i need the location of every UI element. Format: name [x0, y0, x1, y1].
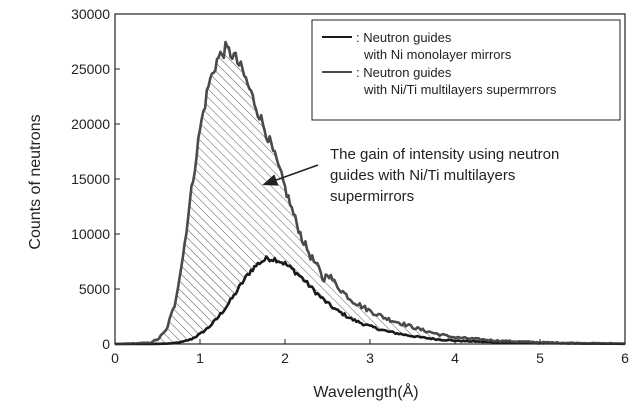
- x-tick-label: 2: [281, 350, 289, 366]
- x-axis-title: Wavelength(Å): [313, 382, 418, 401]
- y-tick-label: 5000: [79, 281, 110, 297]
- y-tick-label: 30000: [71, 6, 110, 22]
- x-tick-label: 0: [111, 350, 119, 366]
- gain-shaded-region: [115, 42, 625, 344]
- legend-label-ni-monolayer-line1: : Neutron guides: [356, 30, 452, 45]
- y-axis: 0 5000 10000 15000 20000 25000 30000: [71, 6, 120, 352]
- legend-label-ni-monolayer-line2: with Ni monolayer mirrors: [363, 47, 512, 62]
- x-tick-label: 4: [451, 350, 459, 366]
- annotation-text-line3: supermirrors: [330, 188, 414, 205]
- x-tick-label: 3: [366, 350, 374, 366]
- x-tick-label: 1: [196, 350, 204, 366]
- gain-annotation: The gain of intensity using neutron guid…: [262, 146, 559, 205]
- y-tick-label: 20000: [71, 116, 110, 132]
- y-axis-title: Counts of neutrons: [27, 114, 44, 249]
- y-tick-label: 10000: [71, 226, 110, 242]
- y-tick-label: 25000: [71, 61, 110, 77]
- annotation-text-line1: The gain of intensity using neutron: [330, 146, 559, 163]
- annotation-text-line2: guides with Ni/Ti multilayers: [330, 167, 515, 184]
- legend-label-niti-multilayer-line1: : Neutron guides: [356, 65, 452, 80]
- y-tick-label: 15000: [71, 171, 110, 187]
- legend-box: [311, 19, 621, 121]
- x-axis: 0 1 2 3 4 5 6: [111, 339, 629, 366]
- annotation-arrow: [262, 164, 319, 186]
- x-tick-label: 5: [536, 350, 544, 366]
- x-tick-label: 6: [621, 350, 629, 366]
- legend-label-niti-multilayer-line2: with Ni/Ti multilayers supermrrors: [363, 82, 557, 97]
- y-tick-label: 0: [102, 336, 110, 352]
- legend: : Neutron guides with Ni monolayer mirro…: [311, 19, 621, 121]
